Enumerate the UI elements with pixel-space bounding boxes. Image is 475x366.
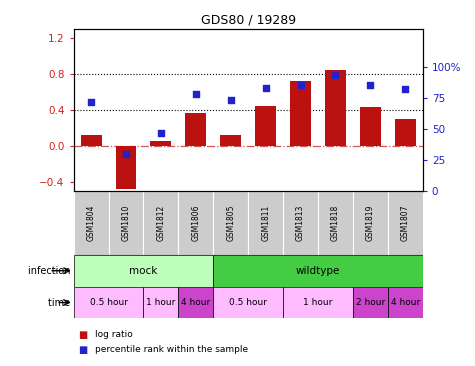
Bar [143,287,178,318]
Text: GSM1811: GSM1811 [261,205,270,241]
Bar [353,191,388,255]
Point [332,72,339,78]
Point [227,97,235,103]
Bar [395,119,416,146]
Text: GSM1806: GSM1806 [191,205,200,241]
Text: GSM1804: GSM1804 [86,205,95,241]
Bar [81,135,102,146]
Bar [213,191,248,255]
Text: GSM1813: GSM1813 [296,205,305,241]
Text: log ratio: log ratio [95,330,133,339]
Text: ■: ■ [78,344,87,355]
Text: ■: ■ [78,330,87,340]
Bar [290,82,311,146]
Text: GSM1810: GSM1810 [122,205,131,241]
Text: mock: mock [129,266,158,276]
Bar [185,113,206,146]
Text: 2 hour: 2 hour [356,298,385,307]
Point [367,82,374,88]
Point [122,151,130,157]
Bar [325,70,346,146]
Point [192,91,200,97]
Point [262,85,269,91]
Bar [179,287,213,318]
Text: 4 hour: 4 hour [181,298,210,307]
Bar [74,287,143,318]
Text: 1 hour: 1 hour [146,298,176,307]
Text: GSM1818: GSM1818 [331,205,340,241]
Text: time: time [48,298,74,307]
Text: 0.5 hour: 0.5 hour [89,298,127,307]
Text: 1 hour: 1 hour [304,298,332,307]
Bar [213,287,283,318]
Text: GSM1805: GSM1805 [226,205,235,241]
Bar [283,191,318,255]
Text: 0.5 hour: 0.5 hour [229,298,267,307]
Text: GSM1807: GSM1807 [401,205,410,241]
Text: GSM1819: GSM1819 [366,205,375,241]
Bar [213,255,423,287]
Point [157,130,165,135]
Bar [151,141,171,146]
Bar [220,135,241,146]
Text: 4 hour: 4 hour [390,298,420,307]
Bar [318,191,353,255]
Point [87,98,95,104]
Bar [248,191,283,255]
Bar [179,191,213,255]
Bar [283,287,353,318]
Bar [388,191,423,255]
Title: GDS80 / 19289: GDS80 / 19289 [200,14,296,27]
Bar [255,106,276,146]
Bar [360,107,381,146]
Bar [388,287,423,318]
Point [297,82,304,88]
Bar [143,191,178,255]
Point [401,86,409,92]
Text: infection: infection [28,266,74,276]
Bar [108,191,143,255]
Bar [115,146,136,189]
Text: GSM1812: GSM1812 [156,205,165,241]
Bar [353,287,388,318]
Text: wildtype: wildtype [296,266,340,276]
Bar [74,191,108,255]
Bar [74,255,213,287]
Text: percentile rank within the sample: percentile rank within the sample [95,345,248,354]
